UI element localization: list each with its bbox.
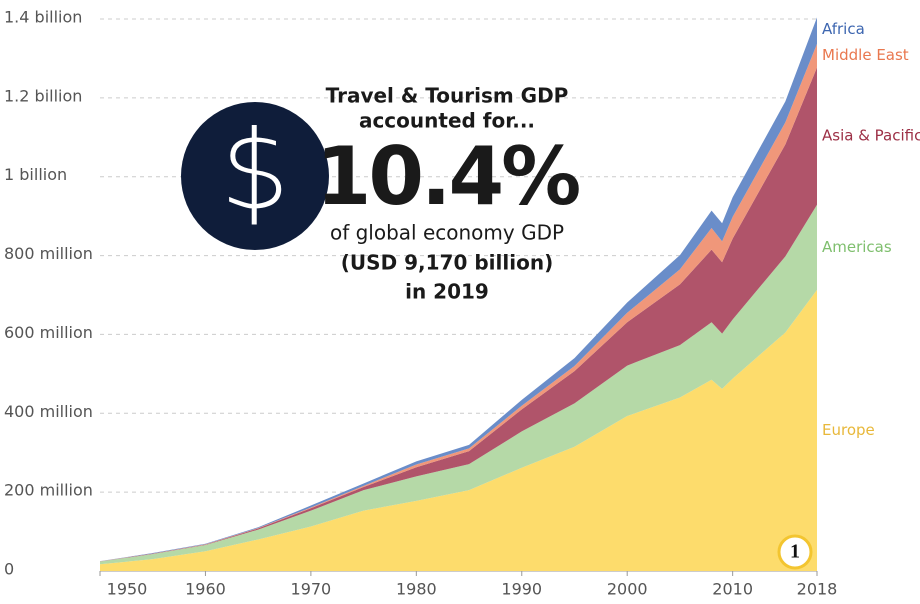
badge: 1 xyxy=(777,534,813,570)
legend-label: Asia & Pacific xyxy=(822,127,920,145)
area xyxy=(100,289,817,571)
x-tick-label: 1960 xyxy=(185,580,226,599)
labels: 0 200 million 400 million 600 million 800 mi… xyxy=(4,8,920,599)
area xyxy=(100,204,817,565)
subline: (USD 9,170 billion) xyxy=(341,251,553,275)
icon: $ xyxy=(220,106,290,234)
badge-text: 1 xyxy=(790,541,800,563)
y-tick-label: 1 billion xyxy=(4,165,67,184)
x-tick-label: 1990 xyxy=(501,580,542,599)
legend-label: Africa xyxy=(822,20,865,38)
x-tick-label: 1980 xyxy=(396,580,437,599)
legend-label: Americas xyxy=(822,238,892,256)
y-tick-label: 800 million xyxy=(4,244,93,263)
y-tick-label: 1.4 billion xyxy=(4,8,82,27)
legend-label: Middle East xyxy=(822,46,909,64)
headline: accounted for... xyxy=(359,109,535,133)
x-tick-label: 1950 xyxy=(107,580,148,599)
legend-label: Europe xyxy=(822,421,875,439)
icon-circle xyxy=(181,102,329,250)
y-tick-label: 0 xyxy=(4,560,14,579)
y-tick-label: 600 million xyxy=(4,323,93,342)
infographic: $ Travel & Tourism GDP accounted for... … xyxy=(181,84,582,304)
subline: in 2019 xyxy=(405,280,489,304)
areas xyxy=(100,17,817,571)
y-tick-label: 400 million xyxy=(4,402,93,421)
y-tick-label: 1.2 billion xyxy=(4,86,82,105)
subline: of global economy GDP xyxy=(330,221,564,245)
x-tick-label: 1970 xyxy=(291,580,332,599)
badge-circle xyxy=(777,534,813,570)
headline: Travel & Tourism GDP xyxy=(326,84,569,108)
x-tick-label: 2000 xyxy=(607,580,648,599)
x-tick-label: 2010 xyxy=(712,580,753,599)
big-value: 10.4% xyxy=(316,130,579,223)
y-tick-label: 200 million xyxy=(4,481,93,500)
x-tick-label: 2018 xyxy=(797,580,838,599)
area xyxy=(100,67,817,562)
